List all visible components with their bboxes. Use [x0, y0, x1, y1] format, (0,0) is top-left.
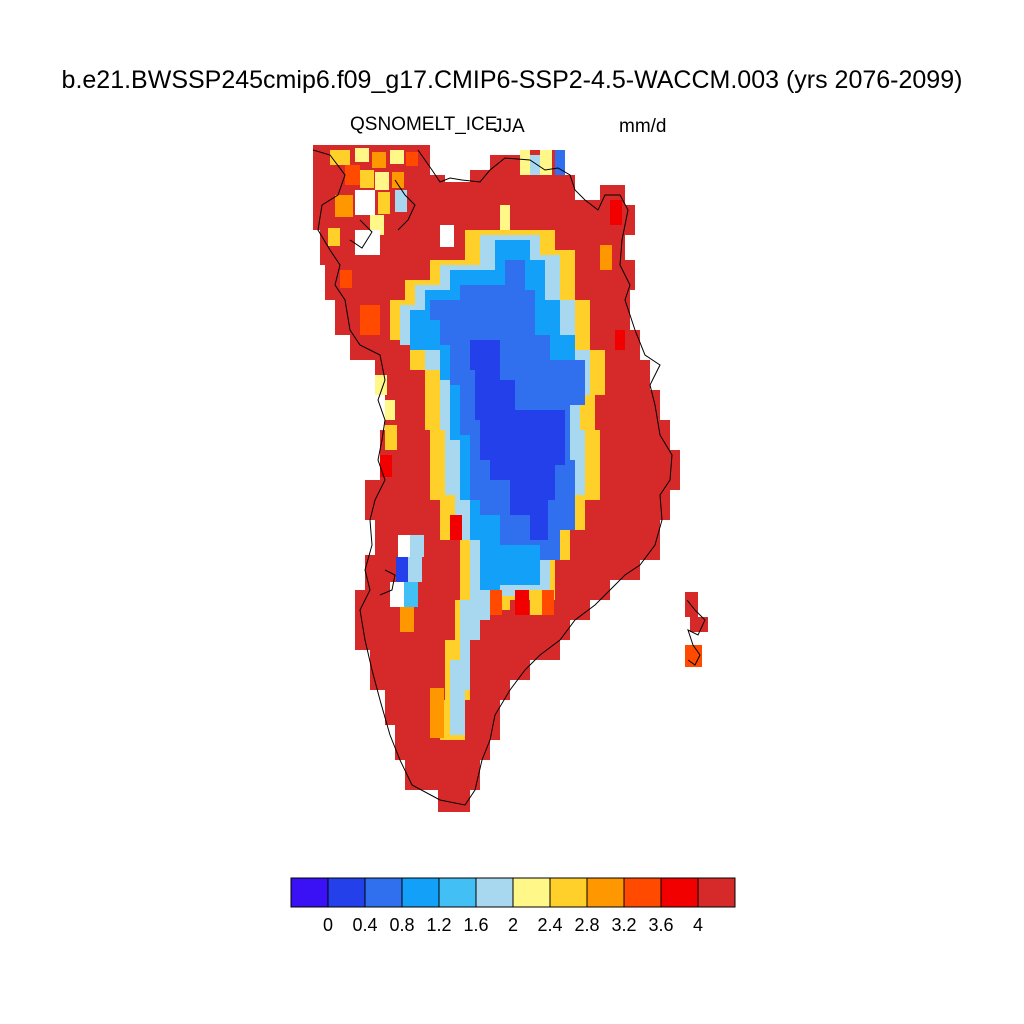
colorbar-tick-label: 4 [693, 915, 703, 935]
colorbar-box [623, 877, 662, 908]
colorbar-tick-label: 3.6 [648, 915, 673, 935]
colorbar-box [438, 877, 477, 908]
colorbar-box [475, 877, 514, 908]
northwest-coast-patches [328, 148, 625, 450]
colorbar-box [512, 877, 551, 908]
colorbar-tick-label: 3.2 [611, 915, 636, 935]
colorbar-box [327, 877, 366, 908]
colorbar-box [697, 877, 736, 908]
core-zone [470, 340, 565, 540]
units-label: mm/d [619, 116, 667, 137]
colorbar-labels: 0 0.4 0.8 1.2 1.6 2 2.4 2.8 3.2 3.6 4 [323, 915, 703, 935]
colorbar-tick-label: 2 [508, 915, 518, 935]
colorbar-box [364, 877, 403, 908]
season-label: JJA [493, 116, 525, 137]
colorbar-tick-label: 1.2 [426, 915, 451, 935]
colorbar-boxes [290, 877, 736, 908]
colorbar-tick-label: 0.4 [352, 915, 377, 935]
colorbar-box [660, 877, 699, 908]
page-title: b.e21.BWSSP245cmip6.f09_g17.CMIP6-SSP2-4… [61, 66, 963, 94]
variable-label: QSNOMELT_ICE [350, 114, 498, 135]
southwest-coast-patches [380, 455, 554, 738]
colorbar-tick-label: 2.4 [537, 915, 562, 935]
colorbar-box [401, 877, 440, 908]
colorbar-box [549, 877, 588, 908]
east-island [685, 592, 708, 632]
colorbar-tick-label: 2.8 [574, 915, 599, 935]
colorbar-box [586, 877, 625, 908]
coastline [312, 149, 706, 806]
colorbar-tick-label: 0.8 [389, 915, 414, 935]
colorbar-tick-label: 1.6 [463, 915, 488, 935]
colorbar-tick-label: 0 [323, 915, 333, 935]
colorbar-box [290, 877, 329, 908]
